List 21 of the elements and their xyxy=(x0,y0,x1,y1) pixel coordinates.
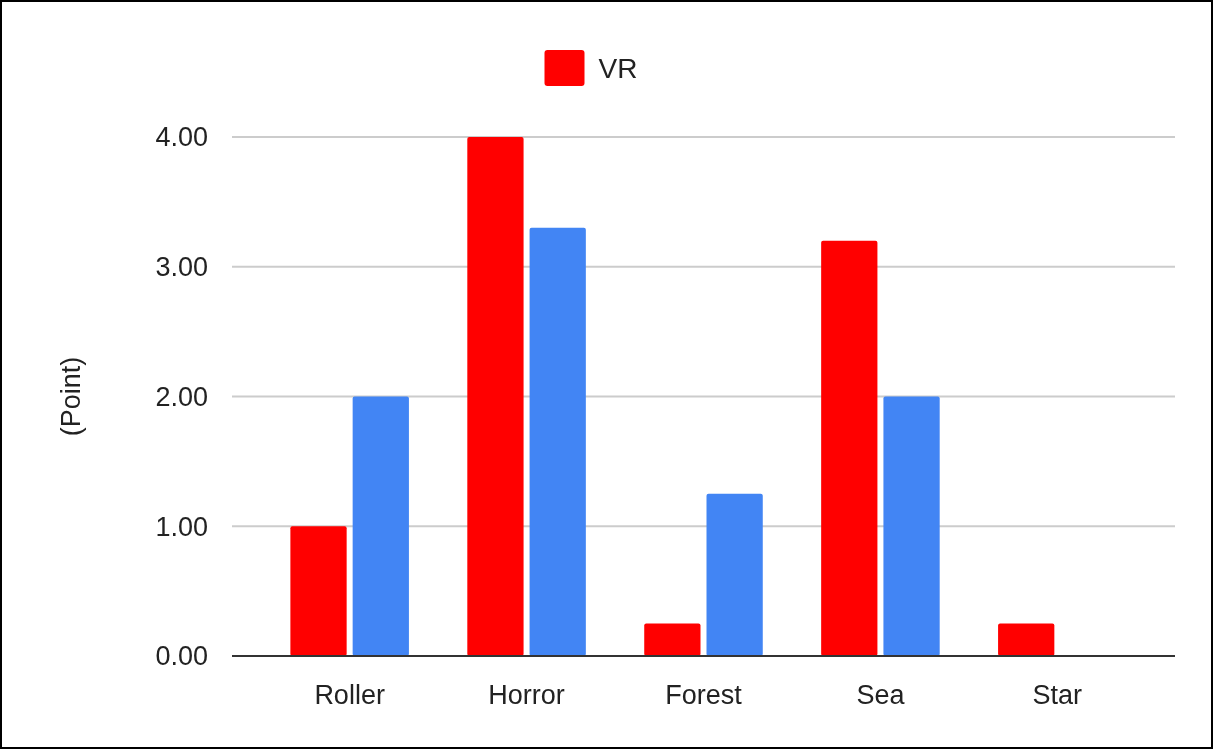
bar xyxy=(706,493,763,656)
bar xyxy=(352,396,409,656)
x-tick-label: Forest xyxy=(665,680,743,710)
x-tick-label: Sea xyxy=(856,680,906,710)
y-tick-label: 2.00 xyxy=(155,381,208,412)
bar xyxy=(467,137,524,656)
bar xyxy=(883,396,940,656)
bar xyxy=(821,240,878,656)
y-tick-label: 1.00 xyxy=(155,511,208,542)
legend-label: VR xyxy=(598,53,638,84)
x-tick-label: Star xyxy=(1032,680,1083,710)
y-tick-label: 3.00 xyxy=(155,252,208,283)
y-axis-title: (Point) xyxy=(56,356,86,437)
x-tick-label: Roller xyxy=(314,680,385,710)
bar xyxy=(998,623,1055,656)
x-tick-label: Horror xyxy=(488,680,565,710)
bar xyxy=(290,526,347,656)
bar xyxy=(644,623,701,656)
bar xyxy=(529,227,586,656)
y-tick-label: 0.00 xyxy=(155,641,208,672)
y-tick-label: 4.00 xyxy=(155,122,208,153)
